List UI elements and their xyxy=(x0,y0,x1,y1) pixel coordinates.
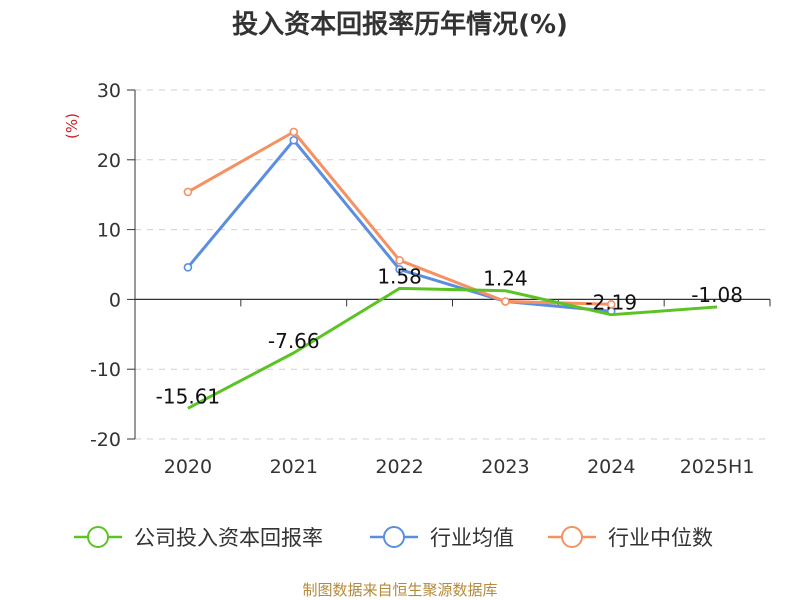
legend: 公司投入资本回报率 行业均值 行业中位数 xyxy=(74,526,713,550)
legend-marker xyxy=(383,526,405,548)
series-point xyxy=(289,135,299,145)
axes: -20 -10 0 10 20 30 2020 2021 2022 2023 2024 2025H1 xyxy=(90,80,771,478)
legend-marker xyxy=(87,526,109,548)
data-label: 1.24 xyxy=(483,267,528,291)
series-point xyxy=(395,256,404,265)
series-point xyxy=(289,127,299,137)
chart-title: 投入资本回报率历年情况(%) xyxy=(232,10,568,40)
y-tick-label: 10 xyxy=(97,220,121,242)
y-tick-label: -10 xyxy=(90,359,121,381)
series-point xyxy=(183,262,193,272)
y-tick-label: 30 xyxy=(97,80,121,102)
y-tick-label: 0 xyxy=(109,289,121,311)
data-labels: -15.61 -7.66 1.58 1.24 -2.19 -1.08 xyxy=(156,264,743,408)
x-tick-label: 2023 xyxy=(481,456,529,478)
x-tick-label: 2022 xyxy=(375,456,423,478)
legend-marker xyxy=(561,526,583,548)
series-point xyxy=(183,187,193,197)
legend-label: 行业均值 xyxy=(430,526,514,550)
series-point xyxy=(395,265,404,274)
source-note: 制图数据来自恒生聚源数据库 xyxy=(302,581,498,599)
data-label: -1.08 xyxy=(691,283,743,307)
data-label: 1.58 xyxy=(377,264,422,288)
x-tick-label: 2021 xyxy=(270,456,318,478)
series-line xyxy=(187,286,718,410)
series-lines xyxy=(183,127,718,410)
legend-label: 行业中位数 xyxy=(608,526,713,550)
data-label: -7.66 xyxy=(268,329,320,353)
x-tick-label: 2024 xyxy=(587,456,635,478)
y-tick-label: 20 xyxy=(97,150,121,172)
x-tick-label: 2020 xyxy=(164,456,212,478)
legend-label: 公司投入资本回报率 xyxy=(134,526,323,550)
y-tick-label: -20 xyxy=(90,429,121,451)
series-point xyxy=(501,297,510,306)
y-axis-label: (%) xyxy=(63,113,81,139)
x-tick-label: 2025H1 xyxy=(680,456,755,478)
gridlines xyxy=(135,89,770,440)
series-point xyxy=(606,299,616,309)
data-label: -2.19 xyxy=(585,291,637,315)
data-label: -15.61 xyxy=(156,384,220,408)
